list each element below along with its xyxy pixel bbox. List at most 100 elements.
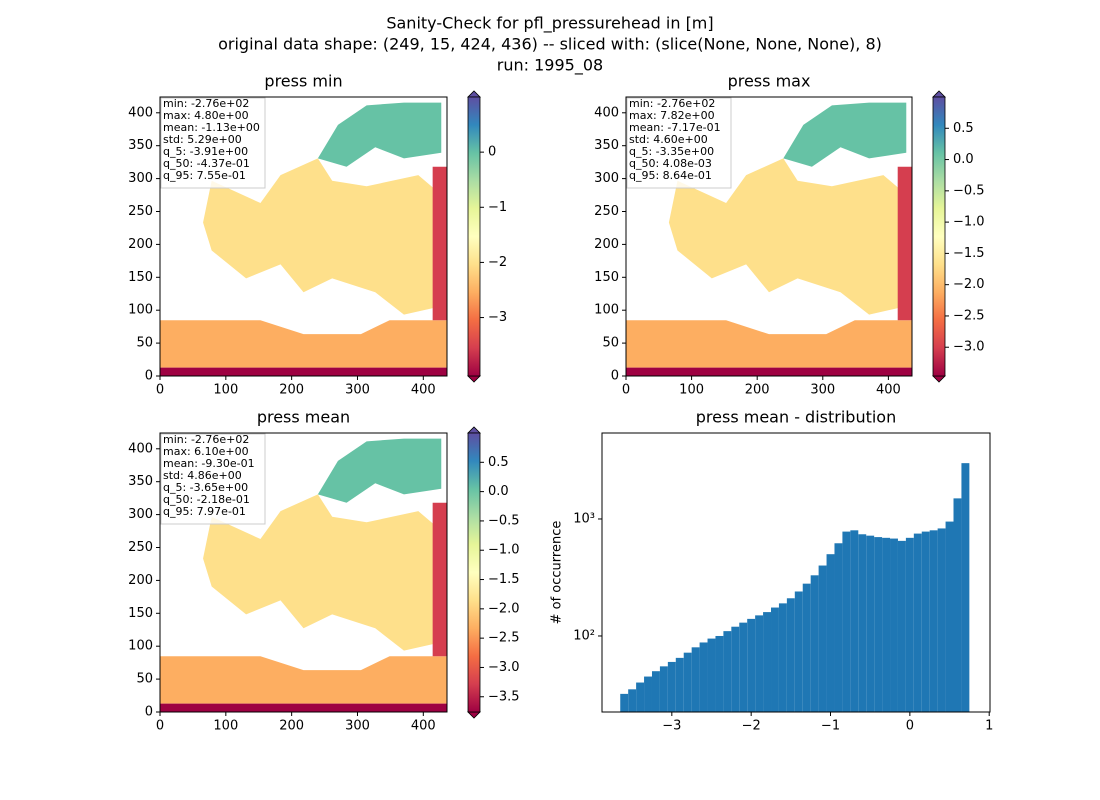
y-tick-label: 350 — [128, 138, 153, 153]
axes-frame — [625, 96, 913, 377]
map-region — [160, 367, 447, 376]
stats-line: q_95: 7.55e-01 — [163, 169, 246, 182]
histogram-bar — [659, 666, 668, 712]
y-tick-label: 10³ — [573, 511, 595, 526]
colorbar-tick-label: −3.0 — [953, 340, 985, 355]
axes-frame — [601, 432, 991, 713]
stats-line: q_95: 8.64e-01 — [629, 169, 712, 182]
colorbar-tick-label: −2.5 — [488, 631, 520, 646]
histogram-bar — [707, 638, 716, 712]
histogram-bar — [683, 652, 692, 712]
stats-line: q_5: -3.91e+00 — [163, 145, 248, 158]
stats-line: q_50: 4.08e-03 — [629, 157, 712, 170]
colorbar-extend — [467, 711, 481, 719]
x-tick-label: 300 — [345, 383, 370, 398]
x-tick-label: 200 — [279, 383, 304, 398]
map-region — [668, 158, 907, 315]
colorbar-extend — [932, 90, 946, 98]
colorbar-tick-label: −2.0 — [488, 601, 520, 616]
histogram-bar — [723, 631, 732, 712]
colorbar-tick-label: −1 — [488, 200, 507, 215]
colorbar — [467, 432, 481, 713]
histogram-bar — [953, 498, 962, 712]
map-region — [626, 367, 912, 376]
histogram-bar — [755, 615, 764, 712]
stats-line: mean: -9.30e-01 — [163, 457, 255, 470]
x-tick-label: 200 — [279, 719, 304, 734]
histogram-bar — [636, 682, 645, 712]
histogram-bar — [866, 535, 875, 712]
panel-title: press mean - distribution — [696, 408, 896, 427]
x-tick-label: −1 — [821, 719, 840, 734]
stats-line: max: 4.80e+00 — [163, 109, 249, 122]
x-tick-label: 300 — [345, 719, 370, 734]
map-region — [160, 656, 447, 704]
colorbar-tick-label: −2.0 — [953, 277, 985, 292]
y-tick-label: 100 — [128, 303, 153, 318]
colorbar-extend — [467, 90, 481, 98]
colorbar — [932, 96, 946, 377]
histogram-bar — [675, 657, 684, 712]
histogram-bar — [794, 591, 803, 712]
stats-line: min: -2.76e+02 — [629, 97, 715, 110]
y-tick-label: 50 — [136, 672, 153, 687]
colorbar-tick-label: 0.5 — [488, 455, 509, 470]
map-region — [783, 102, 907, 167]
map-region — [203, 158, 442, 315]
y-tick-label: 100 — [594, 303, 619, 318]
histogram-bar — [937, 528, 946, 712]
map-region — [432, 166, 447, 321]
x-tick-label: 400 — [411, 383, 436, 398]
histogram-bar — [644, 676, 652, 712]
figure-subtitle: original data shape: (249, 15, 424, 436)… — [218, 35, 882, 54]
y-tick-label: 400 — [128, 441, 153, 456]
y-tick-label: 250 — [594, 204, 619, 219]
histogram-bar — [961, 463, 970, 712]
histogram-bar — [826, 554, 835, 712]
panel-title: press min — [264, 72, 342, 91]
map-region — [626, 320, 912, 368]
histogram-bar — [834, 543, 843, 712]
colorbar-tick-label: −1.0 — [488, 543, 520, 558]
x-tick-label: 400 — [876, 383, 901, 398]
histogram-bar — [882, 537, 891, 712]
y-tick-label: 300 — [128, 171, 153, 186]
histogram-bar — [739, 622, 748, 712]
x-tick-label: −3 — [662, 719, 681, 734]
map-image — [160, 438, 447, 712]
colorbar-tick-label: 0.0 — [488, 484, 509, 499]
map-region — [203, 494, 442, 651]
histogram-bar — [786, 598, 795, 712]
colorbar-extend — [467, 375, 481, 383]
y-tick-label: 150 — [128, 606, 153, 621]
stats-line: max: 6.10e+00 — [163, 445, 249, 458]
colorbar-tick-label: −2 — [488, 255, 507, 270]
colorbar-extend — [932, 375, 946, 383]
map-region — [160, 703, 447, 712]
histogram-bar — [874, 537, 883, 712]
y-tick-label: 150 — [128, 270, 153, 285]
map-region — [317, 102, 442, 167]
x-tick-label: 100 — [213, 383, 238, 398]
y-tick-label: 50 — [136, 336, 153, 351]
histogram-bar — [842, 531, 851, 712]
x-tick-label: 300 — [810, 383, 835, 398]
y-tick-label: 100 — [128, 639, 153, 654]
axes-frame — [159, 432, 448, 713]
histogram-bar — [890, 538, 898, 712]
axes-frame — [159, 96, 448, 377]
x-tick-label: −2 — [742, 719, 761, 734]
histogram-bar — [850, 530, 859, 712]
figure-title: Sanity-Check for pfl_pressurehead in [m] — [386, 14, 713, 34]
colorbar-extend — [467, 426, 481, 434]
stats-line: std: 5.29e+00 — [163, 133, 242, 146]
stats-line: std: 4.60e+00 — [629, 133, 708, 146]
histogram-bar — [778, 603, 787, 712]
map-region — [160, 320, 447, 368]
colorbar-tick-label: −1.0 — [953, 215, 985, 230]
histogram-bar — [699, 642, 708, 712]
stats-line: q_5: -3.35e+00 — [629, 145, 714, 158]
histogram-bar — [810, 575, 819, 712]
histogram-bar — [771, 607, 779, 712]
histogram-bar — [921, 531, 930, 712]
